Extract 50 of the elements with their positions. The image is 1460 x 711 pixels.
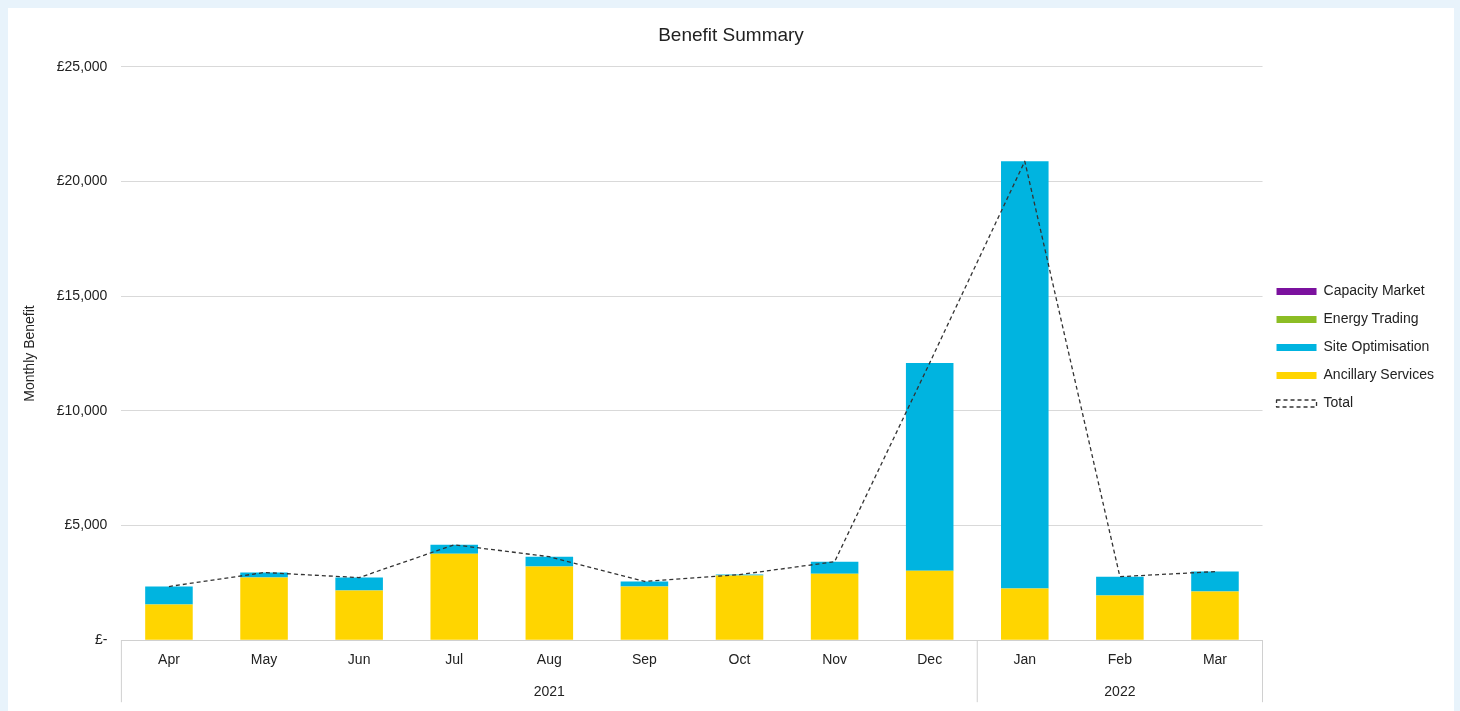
y-tick-label: £15,000 bbox=[56, 287, 108, 304]
bar bbox=[905, 362, 954, 571]
bar bbox=[1191, 571, 1239, 592]
y-tick-label: £20,000 bbox=[56, 172, 108, 189]
x-tick-label: Aug bbox=[536, 651, 562, 668]
bar bbox=[145, 604, 193, 640]
x-tick-label: Jun bbox=[347, 651, 371, 668]
bar bbox=[525, 556, 574, 567]
x-tick-label: Jul bbox=[445, 651, 464, 668]
bar bbox=[1001, 588, 1049, 640]
x-tick-label: Oct bbox=[728, 651, 751, 668]
bar bbox=[145, 586, 193, 605]
bar bbox=[620, 586, 669, 640]
y-tick-label: £5,000 bbox=[64, 516, 108, 533]
y-tick-label: £25,000 bbox=[56, 57, 108, 74]
bar bbox=[1001, 161, 1049, 589]
x-tick-label: Sep bbox=[631, 651, 658, 668]
y-tick-label: £- bbox=[94, 631, 108, 648]
x-tick-label: May bbox=[250, 651, 278, 668]
bar bbox=[715, 575, 764, 640]
bar bbox=[620, 581, 669, 587]
x-tick-label: Apr bbox=[158, 651, 181, 668]
bar bbox=[1096, 595, 1144, 640]
bar bbox=[810, 561, 859, 574]
legend-label: Energy Trading bbox=[1323, 310, 1419, 327]
bar bbox=[335, 577, 383, 591]
legend-label: Site Optimisation bbox=[1323, 338, 1430, 355]
bar bbox=[525, 566, 574, 640]
bar bbox=[905, 570, 954, 640]
x-tick-label: Feb bbox=[1107, 651, 1133, 668]
y-axis-title: Monthly Benefit bbox=[21, 305, 38, 402]
x-tick-label: Nov bbox=[822, 651, 848, 668]
legend-label: Ancillary Services bbox=[1323, 366, 1435, 383]
bar bbox=[240, 577, 288, 640]
x-tick-label: Dec bbox=[917, 651, 943, 668]
x-tick-label: Mar bbox=[1202, 651, 1228, 668]
bar bbox=[1096, 576, 1144, 596]
bar bbox=[430, 553, 479, 640]
legend-label: Capacity Market bbox=[1323, 282, 1425, 299]
bar bbox=[430, 544, 479, 554]
legend-label: Total bbox=[1323, 394, 1354, 411]
line-series bbox=[168, 160, 1216, 588]
text: 2021 bbox=[533, 683, 566, 700]
bar bbox=[1191, 591, 1239, 640]
y-tick-label: £10,000 bbox=[56, 401, 108, 418]
chart-title: Benefit Summary bbox=[658, 23, 805, 45]
bar bbox=[335, 590, 383, 640]
x-tick-label: Jan bbox=[1013, 651, 1037, 668]
bar bbox=[810, 573, 859, 640]
text: 2022 bbox=[1104, 683, 1136, 700]
